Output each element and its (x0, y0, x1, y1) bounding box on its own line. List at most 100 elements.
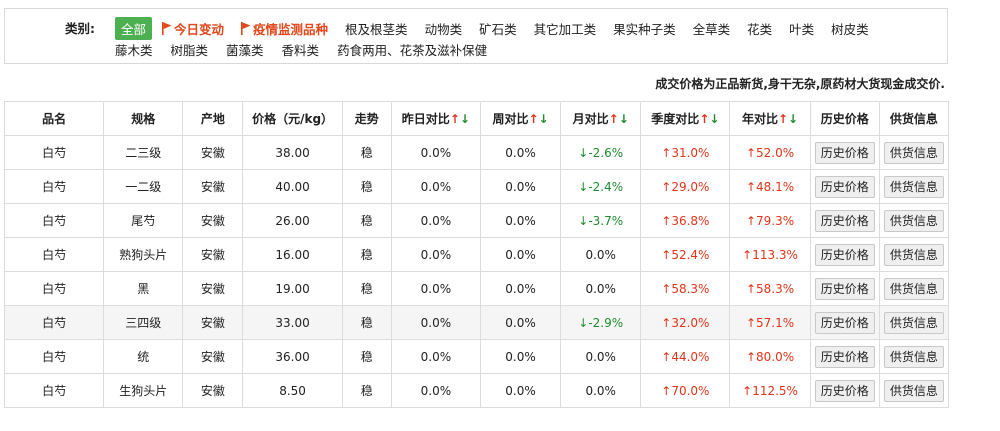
cell-value: ↑79.3% (745, 213, 795, 228)
column-header: 周对比↑↓ (479, 101, 562, 136)
category-item[interactable]: 叶类 (789, 19, 814, 38)
supply-info-button[interactable]: 供货信息 (883, 379, 944, 402)
cell-value: 白芍 (42, 248, 67, 262)
category-item[interactable]: 树皮类 (831, 19, 869, 38)
cell-name: 白芍 (3, 339, 105, 374)
cell-year: ↑112.5% (729, 373, 811, 408)
cell-name: 白芍 (3, 237, 105, 272)
cell-value: ↑31.0% (661, 145, 710, 160)
category-title: 类别: (65, 21, 95, 36)
cell-value: 熟狗头片 (119, 248, 168, 262)
category-item[interactable]: 香料类 (281, 43, 320, 58)
cell-trend: 稳 (341, 373, 392, 408)
cell-day: 0.0% (390, 305, 481, 340)
cell-trend: 稳 (341, 203, 392, 238)
supply-info-button[interactable]: 供货信息 (883, 209, 944, 232)
sort-up-icon[interactable]: ↑ (699, 112, 710, 126)
cell-history: 历史价格 (809, 135, 880, 170)
category-item[interactable]: 菌藻类 (226, 43, 264, 58)
cell-value: 一二级 (125, 180, 162, 194)
cell-month: 0.0% (560, 339, 642, 374)
category-item[interactable]: 其它加工类 (534, 19, 597, 38)
category-label: 树皮类 (831, 22, 869, 37)
category-item[interactable]: 药食两用、花茶及滋补保健 (337, 43, 488, 58)
sort-down-icon[interactable]: ↓ (538, 112, 549, 126)
cell-origin: 安徽 (182, 271, 244, 306)
category-label: 果实种子类 (613, 22, 676, 37)
cell-quarter: ↑36.8% (640, 203, 731, 238)
cell-quarter: ↑58.3% (640, 271, 731, 306)
cell-value: ↑113.3% (742, 247, 798, 262)
cell-value: ↓-2.4% (578, 179, 624, 194)
history-price-button[interactable]: 历史价格 (814, 243, 875, 266)
cell-value: ↑58.3% (745, 281, 795, 296)
category-item[interactable]: 根及根茎类 (345, 19, 408, 38)
sort-up-icon[interactable]: ↑ (608, 112, 619, 126)
category-item[interactable]: 树脂类 (170, 43, 209, 58)
sort-down-icon[interactable]: ↓ (618, 112, 629, 126)
cell-spec: 黑 (103, 271, 184, 306)
history-price-button[interactable]: 历史价格 (814, 311, 875, 334)
category-item[interactable]: 全部 (115, 17, 153, 40)
cell-value: 33.00 (275, 315, 310, 330)
history-price-button[interactable]: 历史价格 (814, 209, 875, 232)
table-row: 白芍 一二级 安徽 40.00 稳 0.0% 0.0% ↓-2.4% ↑29.0% ↑48.1% 历… (3, 169, 950, 204)
history-price-button[interactable]: 历史价格 (814, 277, 875, 300)
cell-year: ↑79.3% (729, 203, 811, 238)
supply-info-button[interactable]: 供货信息 (883, 141, 944, 164)
cell-spec: 统 (103, 339, 184, 374)
cell-name: 白芍 (3, 169, 105, 204)
supply-info-button[interactable]: 供货信息 (883, 345, 944, 368)
cell-quarter: ↑70.0% (640, 373, 731, 408)
sort-down-icon[interactable]: ↓ (459, 112, 470, 126)
cell-value: ↓-2.9% (578, 315, 624, 330)
supply-info-button[interactable]: 供货信息 (883, 277, 944, 300)
cell-month: ↓-3.7% (560, 203, 642, 238)
category-item[interactable]: 今日变动 (162, 19, 224, 38)
cell-trend: 稳 (341, 271, 392, 306)
cell-week: 0.0% (479, 305, 562, 340)
cell-spec: 三四级 (103, 305, 184, 340)
table-row: 白芍 统 安徽 36.00 稳 0.0% 0.0% 0.0% ↑44.0% ↑80.0% 历史价格供… (3, 339, 950, 374)
cell-value: 0.0% (420, 281, 452, 296)
category-label: 动物类 (424, 22, 463, 37)
category-item[interactable]: 矿石类 (479, 19, 517, 38)
cell-name: 白芍 (3, 203, 105, 238)
cell-quarter: ↑32.0% (640, 305, 731, 340)
column-header: 规格 (103, 101, 184, 136)
sort-up-icon[interactable]: ↑ (777, 112, 789, 126)
cell-value: 26.00 (275, 213, 310, 228)
sort-up-icon[interactable]: ↑ (449, 112, 460, 126)
table-row: 白芍 三四级 安徽 33.00 稳 0.0% 0.0% ↓-2.9% ↑32.0% ↑57.1% 历… (3, 305, 950, 340)
history-price-button[interactable]: 历史价格 (814, 141, 875, 164)
cell-price: 16.00 (242, 237, 343, 272)
cell-value: 8.50 (279, 383, 306, 398)
category-item[interactable]: 花类 (747, 19, 772, 38)
cell-origin: 安徽 (182, 135, 244, 170)
cell-value: 0.0% (420, 213, 452, 228)
column-header: 供货信息 (878, 101, 950, 136)
supply-info-button[interactable]: 供货信息 (883, 311, 944, 334)
cell-value: 16.00 (275, 247, 310, 262)
category-item[interactable]: 藤木类 (115, 43, 153, 58)
history-price-button[interactable]: 历史价格 (814, 379, 875, 402)
cell-value: 安徽 (200, 282, 225, 296)
category-item[interactable]: 动物类 (425, 19, 463, 38)
history-price-button[interactable]: 历史价格 (814, 175, 875, 198)
sort-down-icon[interactable]: ↓ (788, 112, 799, 126)
category-item[interactable]: 全草类 (693, 19, 731, 38)
supply-info-button[interactable]: 供货信息 (883, 243, 944, 266)
table-row: 白芍 二三级 安徽 38.00 稳 0.0% 0.0% ↓-2.6% ↑31.0% ↑52.0% 历… (3, 135, 950, 170)
cell-value: 0.0% (505, 247, 536, 262)
category-item[interactable]: 疫情监测品种 (241, 19, 328, 38)
cell-value: ↓-3.7% (578, 213, 624, 228)
history-price-button[interactable]: 历史价格 (814, 345, 875, 368)
category-item[interactable]: 果实种子类 (613, 19, 676, 38)
sort-down-icon[interactable]: ↓ (709, 112, 720, 126)
supply-info-button[interactable]: 供货信息 (883, 175, 944, 198)
sort-up-icon[interactable]: ↑ (528, 112, 539, 126)
category-label: 疫情监测品种 (253, 22, 329, 37)
cell-name: 白芍 (3, 373, 105, 408)
cell-month: ↓-2.6% (560, 135, 642, 170)
table-row: 白芍 生狗头片 安徽 8.50 稳 0.0% 0.0% 0.0% ↑70.0% ↑112.5% 历史… (3, 373, 950, 408)
